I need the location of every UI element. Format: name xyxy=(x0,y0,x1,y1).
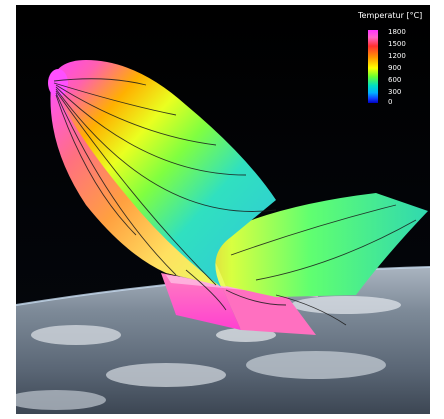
streamlines xyxy=(53,78,417,326)
legend-colorbar xyxy=(368,30,378,103)
wing xyxy=(166,193,428,297)
legend-tick-0: 0 xyxy=(388,98,393,106)
legend-tick-600: 600 xyxy=(388,76,402,84)
vehicle-nose xyxy=(48,69,68,97)
legend-tick-300: 300 xyxy=(388,88,402,96)
legend-tick-1800: 1800 xyxy=(388,28,406,36)
image-frame: Temperatur [°C] 1800 1500 1200 900 600 3… xyxy=(16,5,430,414)
scene-illustration xyxy=(16,5,430,414)
legend-tick-1500: 1500 xyxy=(388,40,406,48)
legend-title: Temperatur [°C] xyxy=(358,11,423,20)
legend-tick-1200: 1200 xyxy=(388,52,406,60)
vehicle-body xyxy=(51,60,276,287)
legend-tick-900: 900 xyxy=(388,64,402,72)
